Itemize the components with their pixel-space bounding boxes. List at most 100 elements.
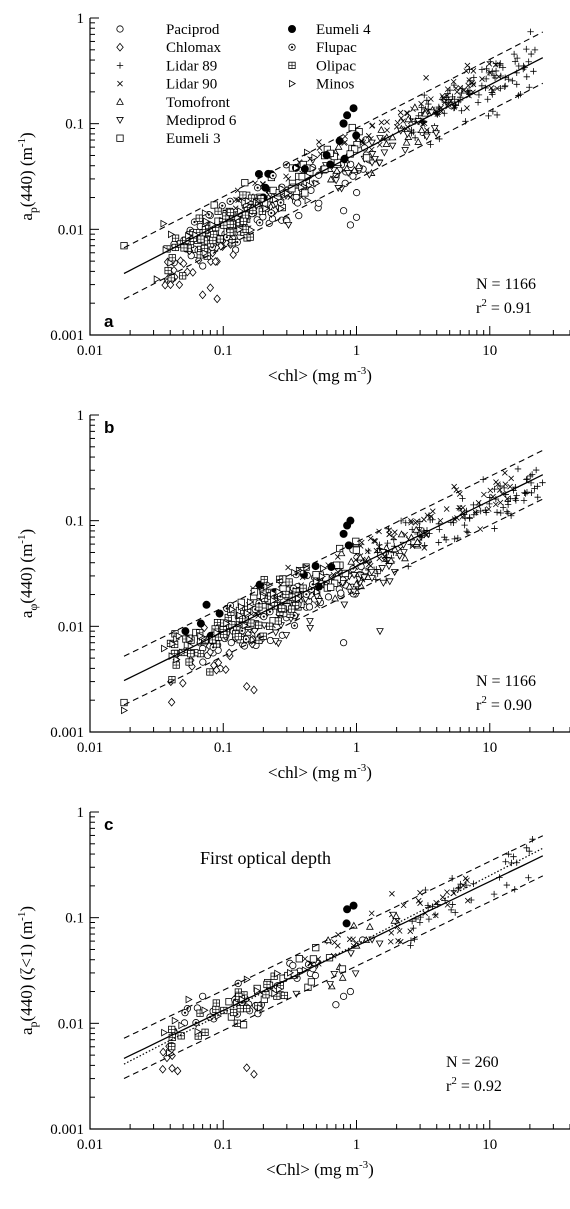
data-point: [236, 611, 244, 620]
data-point: [444, 889, 450, 896]
data-point: [225, 648, 233, 658]
data-point: [496, 61, 503, 69]
data-point: [250, 685, 258, 695]
data-point: [167, 259, 175, 267]
data-point: [199, 262, 207, 270]
data-point: [389, 890, 395, 897]
data-point: [248, 226, 256, 234]
data-point: [529, 835, 536, 843]
data-point: [348, 123, 356, 132]
data-point: [368, 575, 376, 583]
data-point: [441, 534, 448, 541]
data-point: [247, 602, 255, 611]
data-point: [523, 475, 531, 483]
data-point: [314, 588, 322, 596]
data-point: [493, 509, 501, 516]
data-point: [408, 519, 414, 526]
data-point: [255, 621, 263, 629]
data-point: [312, 571, 320, 579]
data-point: [194, 1027, 202, 1036]
data-point: [293, 164, 301, 172]
data-point: [332, 1001, 340, 1009]
data-point: [261, 183, 270, 192]
data-point: [423, 74, 429, 81]
data-point: [315, 199, 323, 207]
data-point: [483, 509, 490, 516]
regression-lines: [123, 835, 544, 1079]
data-point: [523, 73, 530, 81]
data-point: [424, 512, 431, 519]
data-point: [401, 147, 410, 155]
data-point: [408, 518, 414, 524]
data-point: [429, 508, 436, 515]
x-tick-label: 0.01: [77, 740, 103, 756]
fit-line: [123, 474, 544, 682]
r-squared-label: r2 = 0.90: [476, 694, 532, 714]
data-point: [274, 969, 282, 978]
data-point: [186, 635, 194, 644]
data-point: [363, 154, 371, 162]
data-point: [347, 950, 355, 958]
legend-label: Olipac: [316, 58, 356, 74]
data-point: [278, 604, 286, 612]
data-point: [419, 121, 426, 127]
data-point: [523, 844, 530, 851]
data-point: [287, 605, 296, 613]
data-point: [382, 139, 391, 147]
data-point: [312, 944, 320, 952]
panel-subtitle: First optical depth: [200, 848, 331, 868]
data-point: [226, 228, 234, 236]
x-tick-label: 10: [482, 1137, 497, 1153]
data-point: [222, 665, 230, 675]
data-point: [168, 676, 176, 684]
data-point: [448, 875, 456, 882]
data-point: [464, 62, 471, 69]
data-point: [509, 77, 516, 84]
data-point: [428, 96, 434, 102]
data-point: [428, 513, 434, 520]
data-point: [309, 955, 318, 963]
data-point: [368, 151, 377, 159]
data-point: [398, 115, 405, 121]
data-point: [513, 81, 520, 88]
data-point: [374, 549, 381, 556]
regression-lines: [123, 31, 544, 300]
fit-line: [123, 855, 544, 1059]
data-point: [168, 254, 176, 262]
data-point: [502, 481, 509, 488]
data-point: [373, 547, 380, 554]
legend-label: Eumeli 3: [166, 131, 221, 147]
data-point: [377, 125, 386, 133]
data-point: [227, 639, 235, 647]
data-point: [368, 139, 376, 147]
data-point: [530, 68, 537, 75]
data-point: [302, 955, 308, 962]
data-point: [484, 96, 491, 103]
data-point: [486, 60, 493, 67]
legend-item: Paciprod: [116, 22, 220, 38]
data-point: [332, 177, 341, 185]
data-point: [202, 600, 211, 609]
legend-item: Lidar 90: [117, 77, 217, 93]
legend-label: Paciprod: [166, 22, 220, 38]
data-point: [427, 141, 434, 148]
data-point: [403, 131, 412, 139]
data-point: [268, 215, 277, 223]
data-point: [324, 593, 333, 601]
x-tick-label: 0.01: [77, 343, 103, 359]
data-point: [335, 931, 342, 938]
data-point: [386, 531, 393, 538]
data-point: [344, 170, 353, 178]
data-point: [534, 483, 541, 490]
data-point: [512, 495, 519, 502]
data-point: [360, 574, 369, 582]
y-tick-label: 0.001: [50, 328, 84, 344]
data-point: [351, 145, 359, 153]
data-point: [410, 924, 417, 932]
data-point: [164, 266, 172, 275]
data-point: [254, 986, 262, 995]
data-point: [384, 119, 390, 125]
data-point: [451, 483, 458, 490]
n-count-label: N = 1166: [476, 276, 536, 293]
